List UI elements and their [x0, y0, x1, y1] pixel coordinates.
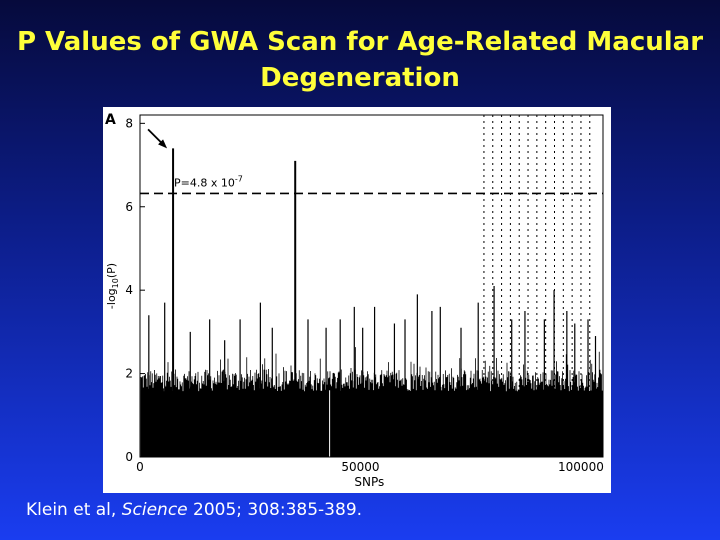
peak-arrow	[147, 128, 168, 149]
x-tick-label: 100000	[558, 460, 604, 474]
manhattan-plot: P=4.8 x 10-7 0 2 4 6 8 0 50000 100000 -log10(P…	[105, 112, 604, 489]
panel-label: A	[105, 112, 116, 128]
plot-frame	[139, 114, 604, 458]
threshold-label-exponent: -7	[235, 174, 243, 183]
slide-title-line1: P Values of GWA Scan for Age-Related Mac…	[16, 27, 704, 57]
slide-title: P Values of GWA Scan for Age-Related Mac…	[0, 24, 720, 96]
x-axis-ticks: 0 50000 100000	[136, 452, 604, 474]
threshold-label-base: P=4.8 x 10	[174, 176, 235, 189]
slide-title-line2: Degeneration	[260, 63, 460, 93]
threshold-label: P=4.8 x 10-7	[174, 174, 243, 189]
y-axis-ticks: 0 2 4 6 8	[125, 116, 145, 464]
y-tick-label: 6	[125, 200, 133, 214]
y-axis-label: -log10(P)	[105, 263, 120, 309]
arrow-head	[158, 139, 168, 149]
citation-details: 2005; 308:385-389.	[187, 500, 363, 520]
x-tick-label: 50000	[341, 460, 379, 474]
y-tick-label: 0	[125, 450, 133, 464]
x-axis-label: SNPs	[354, 475, 384, 489]
y-tick-label: 8	[125, 116, 133, 130]
manhattan-plot-figure: P=4.8 x 10-7 0 2 4 6 8 0 50000 100000 -log10(P…	[103, 107, 611, 493]
citation: Klein et al, Science 2005; 308:385-389.	[26, 500, 362, 520]
y-tick-label: 4	[125, 283, 133, 297]
citation-authors: Klein et al,	[26, 500, 122, 520]
y-tick-label: 2	[125, 367, 133, 381]
citation-journal: Science	[121, 500, 188, 520]
x-tick-label: 0	[136, 460, 144, 474]
snp-peaks	[148, 148, 597, 457]
